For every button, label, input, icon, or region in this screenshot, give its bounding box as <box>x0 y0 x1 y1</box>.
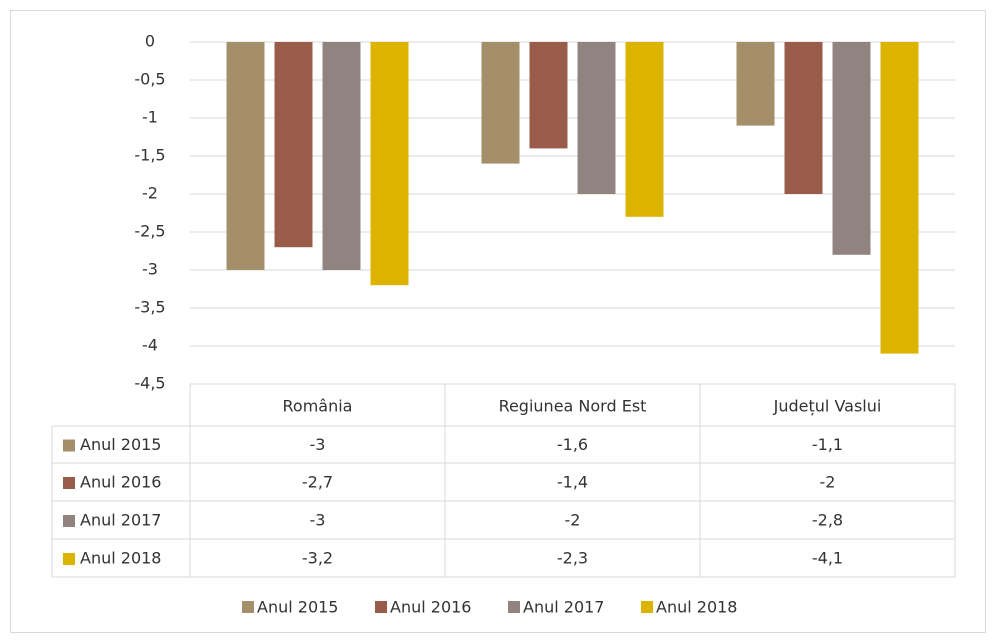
y-tick-label: -3 <box>142 260 158 279</box>
data-label: -2,7 <box>302 473 333 492</box>
y-tick-label: -1 <box>142 108 158 127</box>
x-tick-label: Regiunea Nord Est <box>499 397 647 416</box>
data-label: -2,3 <box>557 549 588 568</box>
y-tick-label: -0,5 <box>134 70 165 89</box>
data-label: -1,6 <box>557 435 588 454</box>
bar <box>880 42 919 354</box>
y-tick-label: -4,5 <box>134 374 165 393</box>
bar <box>832 42 871 255</box>
legend-label: Anul 2016 <box>390 598 471 617</box>
data-label: -3 <box>310 511 326 530</box>
data-label: -2 <box>820 473 836 492</box>
y-tick-label: 0 <box>145 32 155 51</box>
legend-key <box>641 601 653 613</box>
bar <box>784 42 823 194</box>
table-series-name: Anul 2015 <box>80 435 161 454</box>
legend-label: Anul 2018 <box>656 598 737 617</box>
data-label: -3,2 <box>302 549 333 568</box>
data-label: -1,1 <box>812 435 843 454</box>
bar <box>577 42 616 194</box>
y-tick-label: -4 <box>142 336 158 355</box>
legend-label: Anul 2017 <box>523 598 604 617</box>
legend-key <box>375 601 387 613</box>
table-series-name: Anul 2017 <box>80 511 161 530</box>
data-label: -3 <box>310 435 326 454</box>
bar <box>370 42 409 286</box>
data-label: -1,4 <box>557 473 588 492</box>
table-legend-key <box>63 477 75 489</box>
bar <box>736 42 775 126</box>
table-legend-key <box>63 515 75 527</box>
bar <box>529 42 568 149</box>
y-tick-label: -2 <box>142 184 158 203</box>
bar <box>481 42 520 164</box>
legend-label: Anul 2015 <box>257 598 338 617</box>
legend-key <box>242 601 254 613</box>
x-tick-label: Județul Vaslui <box>773 397 882 416</box>
bar <box>322 42 361 270</box>
x-tick-label: România <box>283 397 353 416</box>
table-series-name: Anul 2018 <box>80 549 161 568</box>
legend-key <box>508 601 520 613</box>
bar <box>274 42 313 248</box>
table-series-name: Anul 2016 <box>80 473 161 492</box>
table-legend-key <box>63 553 75 565</box>
data-label: -4,1 <box>812 549 843 568</box>
data-label: -2,8 <box>812 511 843 530</box>
table-legend-key <box>63 439 75 452</box>
data-label: -2 <box>565 511 581 530</box>
y-tick-label: -3,5 <box>134 298 165 317</box>
y-tick-label: -1,5 <box>134 146 165 165</box>
bar <box>226 42 265 270</box>
bar <box>625 42 664 217</box>
y-tick-label: -2,5 <box>134 222 165 241</box>
